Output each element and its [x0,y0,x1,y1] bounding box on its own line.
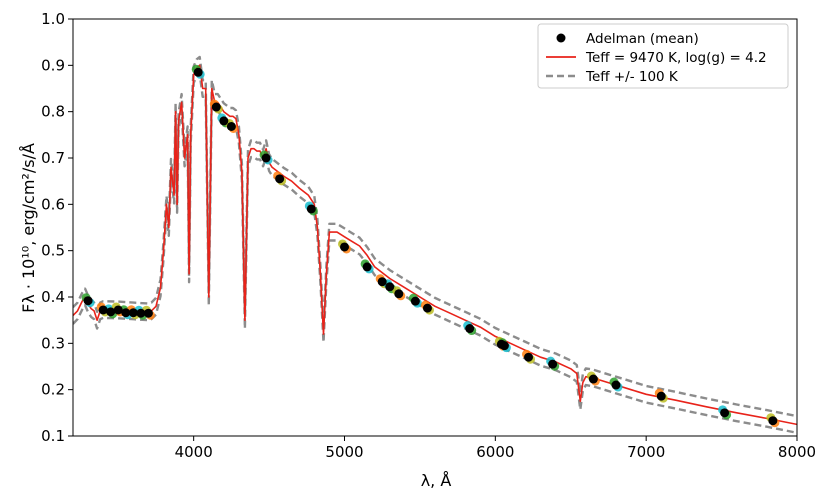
series-group [73,55,797,434]
x-tick-label: 6000 [476,443,514,461]
mean-data-point [340,242,349,252]
y-tick-label: 0.7 [41,149,65,167]
y-tick-label: 0.9 [41,56,65,74]
legend-label-observed: Adelman (mean) [586,31,699,47]
x-tick-label: 8000 [778,443,816,461]
model-line [73,64,797,426]
bounds-lower-line [73,72,797,434]
mean-data-point [211,102,221,112]
x-tick-label: 7000 [627,443,665,461]
mean-data-point [394,289,404,299]
y-tick-label: 0.6 [41,195,65,213]
legend: Adelman (mean) Teff = 9470 K, log(g) = 4… [537,23,789,89]
legend-label-model: Teff = 9470 K, log(g) = 4.2 [585,50,767,66]
y-tick-label: 1.0 [41,10,65,28]
mean-data-point [226,121,236,131]
plot-area [73,55,797,434]
mean-data-point [83,296,93,306]
mean-data-point [143,308,153,318]
y-tick-label: 0.1 [41,427,65,445]
mean-data-point [656,391,666,401]
mean-data-point [768,416,778,426]
mean-data-point [275,174,285,184]
y-tick-label: 0.5 [41,242,65,260]
mean-data-point [193,67,203,77]
mean-data-point [98,305,108,315]
mean-data-point [362,262,372,272]
mean-data-point [219,116,229,126]
mean-data-point [377,277,387,287]
mean-data-point [588,374,598,384]
mean-data-point [306,204,316,214]
mean-data-point [422,303,432,313]
mean-data-point [261,153,271,163]
bounds-upper-line [73,55,797,418]
mean-data-point [106,307,116,317]
mean-data-point [385,282,395,292]
mean-data-point [465,324,475,334]
x-axis-label: λ, Å [421,471,452,490]
mean-data-point [524,352,534,362]
mean-data-point [499,341,509,351]
legend-marker-observed [556,33,566,43]
mean-data-point [128,308,138,318]
y-tick-label: 0.8 [41,103,65,121]
mean-data-point [410,296,420,306]
y-axis-label: Fλ · 10¹⁰, erg/cm²/s/Å [19,143,38,313]
mean-data-point [720,408,730,418]
legend-label-bounds: Teff +/- 100 K [585,69,679,85]
legend-box [537,23,789,89]
x-tick-label: 5000 [325,443,363,461]
axes: 4000 5000 6000 7000 8000 0.1 0.2 0.3 0.4 0.5 0.6 0.… [41,10,816,461]
x-tick-label: 4000 [175,443,213,461]
y-tick-label: 0.3 [41,334,65,352]
axes-frame [72,18,798,437]
mean-data-point [136,308,146,318]
mean-data-point [113,305,123,315]
mean-data-point [611,380,621,390]
y-tick-label: 0.4 [41,288,65,306]
y-tick-label: 0.2 [41,381,65,399]
mean-data-point [548,359,558,369]
mean-data-point [121,308,131,318]
